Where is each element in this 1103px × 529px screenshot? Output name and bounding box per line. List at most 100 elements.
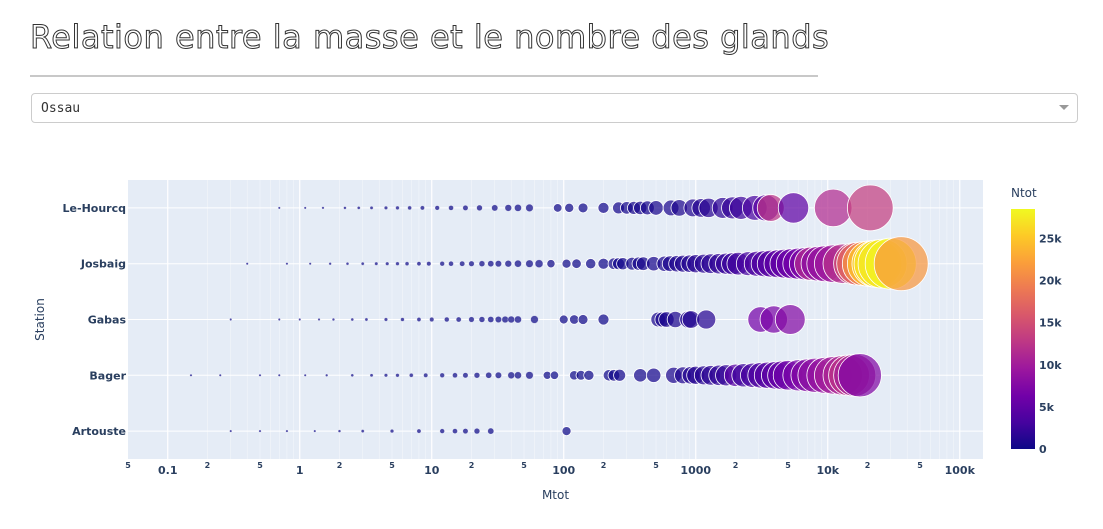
data-point (277, 373, 281, 377)
x-minor-tick-label: 2 (469, 461, 475, 470)
y-tick-label: Josbaig (80, 258, 126, 271)
data-point (416, 428, 422, 434)
colorbar-tick-label: 20k (1039, 275, 1062, 288)
y-axis-label: Station (33, 298, 47, 341)
data-point (525, 204, 534, 212)
x-minor-tick-label: 5 (521, 461, 527, 470)
data-point (507, 371, 515, 379)
x-tick-label: 1000 (680, 464, 711, 477)
data-point (317, 318, 321, 321)
data-point (504, 260, 512, 268)
page-title: Relation entre la masse et le nombre des… (29, 18, 830, 57)
data-point (364, 317, 369, 322)
data-point (448, 261, 454, 267)
data-point (229, 318, 233, 321)
data-point (468, 260, 475, 267)
data-point (525, 259, 534, 268)
data-point (277, 318, 281, 321)
data-point (583, 369, 595, 381)
x-minor-tick-label: 5 (653, 461, 659, 470)
data-point (648, 200, 664, 216)
data-point (303, 373, 307, 377)
data-point (407, 205, 412, 211)
x-axis-label: Mtot (542, 488, 569, 502)
data-point (495, 260, 502, 268)
data-point (462, 205, 469, 211)
data-point (345, 262, 350, 266)
data-point (564, 202, 575, 213)
data-point (277, 206, 281, 210)
data-point (495, 316, 502, 323)
data-point (495, 371, 502, 379)
data-point (504, 204, 512, 212)
data-point (325, 373, 329, 377)
data-point (218, 373, 222, 377)
colorbar: Ntot 0 5k 10k 15k 20k 25k (1011, 186, 1062, 456)
data-point (303, 206, 307, 210)
x-axis-minor-ticks: 5 2 5 2 5 2 5 2 5 2 5 2 5 (125, 461, 923, 470)
colorbar-gradient (1011, 209, 1035, 449)
data-point (696, 309, 717, 330)
data-point (837, 353, 882, 398)
chevron-down-icon[interactable] (1052, 95, 1076, 121)
colorbar-tick-label: 15k (1039, 317, 1062, 330)
x-minor-tick-label: 2 (337, 461, 343, 470)
data-point (530, 315, 539, 324)
station-dropdown-value: Ossau (41, 101, 81, 116)
data-point (404, 261, 410, 266)
data-point (374, 261, 379, 266)
data-point (416, 317, 422, 322)
data-point (308, 262, 312, 266)
data-point (400, 317, 405, 322)
data-point (369, 373, 374, 378)
data-point (774, 304, 806, 335)
data-point (384, 206, 388, 210)
data-point (462, 372, 469, 379)
data-point (258, 373, 262, 377)
data-point (395, 261, 400, 266)
data-point (546, 259, 556, 269)
colorbar-ticks: 0 5k 10k 15k 20k 25k (1039, 232, 1062, 456)
data-point (549, 370, 560, 380)
data-point (245, 262, 249, 266)
data-point (298, 318, 302, 321)
x-minor-tick-label: 5 (257, 461, 263, 470)
data-point (613, 368, 627, 382)
data-point (452, 372, 458, 378)
data-point (476, 204, 483, 211)
data-point (514, 315, 522, 324)
data-point (777, 192, 810, 224)
colorbar-title: Ntot (1011, 186, 1037, 200)
y-tick-label: Gabas (88, 314, 127, 327)
x-minor-tick-label: 5 (389, 461, 395, 470)
data-point (552, 203, 563, 213)
data-point (455, 316, 462, 323)
x-tick-label: 10k (816, 464, 839, 477)
data-point (561, 426, 572, 437)
data-point (525, 371, 534, 380)
data-point (485, 372, 492, 379)
data-point (328, 262, 332, 266)
x-minor-tick-label: 5 (125, 461, 131, 470)
data-point (384, 317, 388, 322)
data-point (473, 372, 480, 379)
data-point (452, 428, 458, 434)
y-tick-label: Bager (89, 369, 126, 382)
data-point (343, 206, 347, 210)
data-point (350, 317, 354, 322)
data-point (229, 429, 233, 433)
data-point (597, 313, 610, 326)
data-point (420, 205, 425, 211)
station-dropdown[interactable]: Ossau (31, 93, 1078, 123)
x-tick-label: 100k (945, 464, 976, 477)
x-minor-tick-label: 5 (785, 461, 791, 470)
data-point (585, 258, 597, 270)
data-point (873, 236, 929, 292)
data-point (514, 204, 522, 212)
data-point (569, 314, 580, 325)
data-point (577, 314, 589, 325)
x-minor-tick-label: 5 (917, 461, 923, 470)
data-point (285, 429, 289, 433)
data-point (577, 202, 589, 214)
data-point (434, 205, 440, 211)
